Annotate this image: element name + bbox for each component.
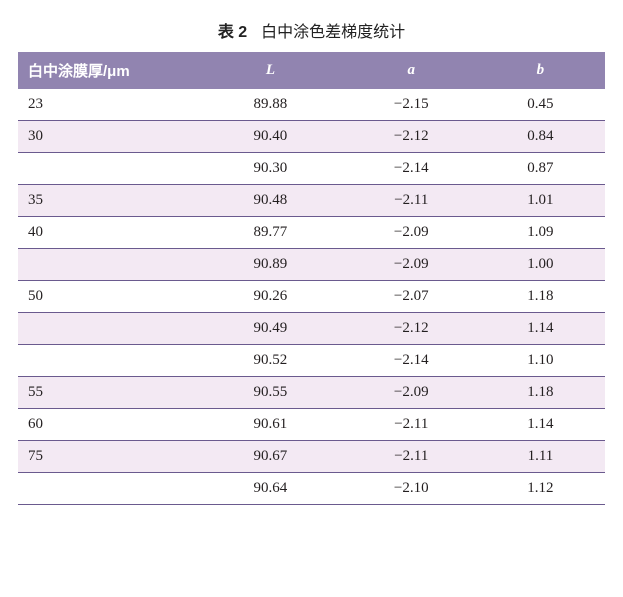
table-row: 5590.55−2.091.18 [18,377,605,409]
cell-thickness [18,473,194,505]
cell-thickness [18,345,194,377]
cell-b: 1.01 [476,185,605,217]
table-row: 90.89−2.091.00 [18,249,605,281]
cell-thickness: 35 [18,185,194,217]
cell-a: −2.11 [347,185,476,217]
cell-a: −2.09 [347,249,476,281]
cell-L: 89.88 [194,89,347,121]
cell-b: 1.14 [476,409,605,441]
cell-a: −2.12 [347,121,476,153]
cell-a: −2.09 [347,217,476,249]
header-row: 白中涂膜厚/μm L a b [18,52,605,89]
cell-b: 1.00 [476,249,605,281]
cell-a: −2.11 [347,441,476,473]
cell-thickness [18,249,194,281]
cell-L: 90.55 [194,377,347,409]
cell-b: 1.12 [476,473,605,505]
cell-b: 1.14 [476,313,605,345]
cell-thickness [18,313,194,345]
cell-a: −2.07 [347,281,476,313]
table-body: 2389.88−2.150.453090.40−2.120.8490.30−2.… [18,89,605,505]
cell-b: 1.10 [476,345,605,377]
cell-a: −2.12 [347,313,476,345]
cell-a: −2.09 [347,377,476,409]
cell-L: 90.64 [194,473,347,505]
cell-a: −2.14 [347,153,476,185]
cell-thickness: 55 [18,377,194,409]
cell-L: 90.67 [194,441,347,473]
table-row: 90.49−2.121.14 [18,313,605,345]
table-row: 4089.77−2.091.09 [18,217,605,249]
col-header-a: a [347,52,476,89]
cell-L: 90.48 [194,185,347,217]
table-number: 表 2 [218,24,247,41]
cell-b: 0.87 [476,153,605,185]
col-header-thickness-label: 白中涂膜厚/μm [28,63,130,80]
table-row: 3590.48−2.111.01 [18,185,605,217]
cell-b: 1.18 [476,377,605,409]
table-row: 5090.26−2.071.18 [18,281,605,313]
cell-thickness: 40 [18,217,194,249]
cell-a: −2.14 [347,345,476,377]
cell-b: 1.11 [476,441,605,473]
color-gradient-table: 白中涂膜厚/μm L a b 2389.88−2.150.453090.40−2… [18,52,605,505]
table-row: 6090.61−2.111.14 [18,409,605,441]
table-row: 2389.88−2.150.45 [18,89,605,121]
col-header-L: L [194,52,347,89]
cell-L: 90.40 [194,121,347,153]
col-header-thickness: 白中涂膜厚/μm [18,52,194,89]
cell-b: 1.18 [476,281,605,313]
cell-L: 90.26 [194,281,347,313]
cell-thickness: 75 [18,441,194,473]
table-caption: 表 2 白中涂色差梯度统计 [18,18,605,42]
table-row: 3090.40−2.120.84 [18,121,605,153]
table-title: 白中涂色差梯度统计 [261,24,405,41]
cell-b: 0.45 [476,89,605,121]
cell-L: 90.61 [194,409,347,441]
cell-thickness: 30 [18,121,194,153]
table-row: 7590.67−2.111.11 [18,441,605,473]
cell-a: −2.15 [347,89,476,121]
table-head: 白中涂膜厚/μm L a b [18,52,605,89]
cell-b: 1.09 [476,217,605,249]
cell-L: 89.77 [194,217,347,249]
figure-wrap: 表 2 白中涂色差梯度统计 白中涂膜厚/μm L a b 2389.88−2.15… [0,0,623,525]
cell-L: 90.89 [194,249,347,281]
cell-L: 90.49 [194,313,347,345]
cell-thickness: 60 [18,409,194,441]
cell-thickness: 23 [18,89,194,121]
cell-a: −2.11 [347,409,476,441]
cell-thickness [18,153,194,185]
cell-thickness: 50 [18,281,194,313]
cell-L: 90.52 [194,345,347,377]
cell-b: 0.84 [476,121,605,153]
table-row: 90.30−2.140.87 [18,153,605,185]
table-row: 90.52−2.141.10 [18,345,605,377]
col-header-b: b [476,52,605,89]
cell-a: −2.10 [347,473,476,505]
cell-L: 90.30 [194,153,347,185]
table-row: 90.64−2.101.12 [18,473,605,505]
